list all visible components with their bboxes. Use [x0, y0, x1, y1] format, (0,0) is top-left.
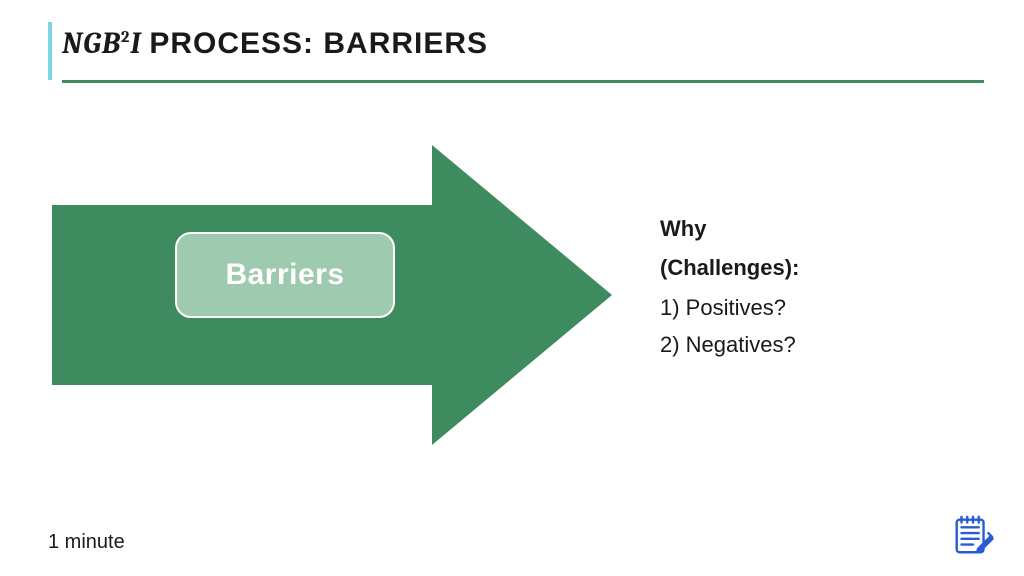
title-accent-bar [48, 22, 52, 80]
formula-base: B [102, 26, 121, 61]
side-heading-line1: Why [660, 210, 960, 247]
divider-line [62, 80, 984, 83]
side-text-block: Why (Challenges): 1) Positives? 2) Negat… [660, 210, 960, 364]
formula-suffix: I [130, 26, 141, 61]
page-title: NGB2I PROCESS: BARRIERS [62, 26, 488, 61]
side-heading-line2: (Challenges): [660, 249, 960, 286]
formula-exponent: 2 [121, 28, 130, 47]
side-item-1: 1) Positives? [660, 289, 960, 326]
notepad-edit-icon [950, 512, 996, 558]
arrow-label: Barriers [225, 258, 344, 292]
title-rest: PROCESS: BARRIERS [149, 27, 488, 60]
formula-prefix: NG [62, 26, 102, 61]
footer-time: 1 minute [48, 531, 125, 554]
side-item-2: 2) Negatives? [660, 326, 960, 363]
arrow-label-box: Barriers [175, 232, 395, 318]
